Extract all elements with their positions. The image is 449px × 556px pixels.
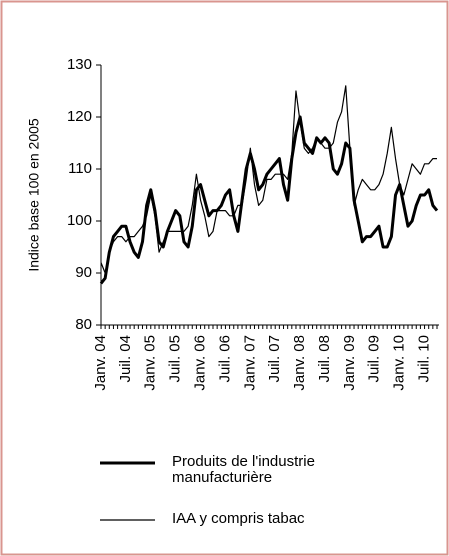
x-tick-label: Juil. 04 [117,335,134,383]
series-line [100,85,437,274]
y-tick-label: 90 [75,264,92,281]
y-axis-label: Indice base 100 en 2005 [26,118,42,272]
x-tick-label: Janv. 08 [291,335,308,391]
legend-label: IAA y compris tabac [172,510,305,527]
x-tick-label: Janv. 05 [142,335,159,391]
x-tick-label: Janv. 09 [341,335,358,391]
x-tick-label: Janv. 07 [241,335,258,391]
x-tick-label: Juil. 09 [366,335,383,383]
legend-label: Produits de l'industrie manufacturière [172,453,315,486]
x-tick-label: Janv. 10 [391,335,408,391]
x-tick-label: Juil. 06 [216,335,233,383]
y-tick-label: 120 [67,108,92,125]
x-tick-label: Janv. 04 [92,335,109,391]
x-tick-label: Juil. 07 [266,335,283,383]
x-tick-label: Juil. 05 [167,335,184,383]
x-tick-label: Janv. 06 [192,335,209,391]
x-tick-label: Juil. 08 [316,335,333,383]
y-tick-label: 110 [68,160,92,177]
y-tick-label: 130 [67,56,92,73]
y-tick-label: 80 [75,316,92,333]
x-tick-label: Juil. 10 [416,335,433,383]
y-tick-label: 100 [67,212,92,229]
series-line [99,115,439,285]
